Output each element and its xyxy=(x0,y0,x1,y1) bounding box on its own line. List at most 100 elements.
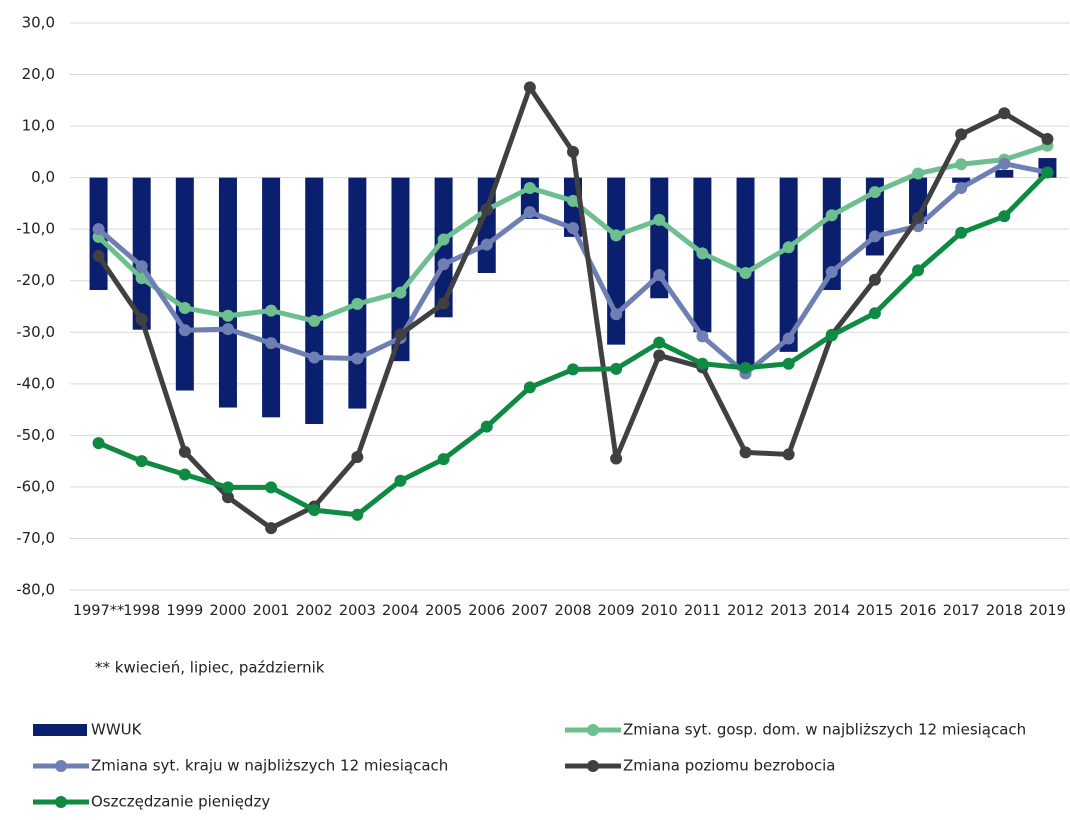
legend-label: WWUK xyxy=(91,721,143,739)
y-tick-label: -60,0 xyxy=(16,477,55,495)
line-point xyxy=(567,363,579,376)
line-point xyxy=(265,522,278,535)
bar xyxy=(175,177,194,391)
line-point xyxy=(782,357,795,370)
line-point xyxy=(955,128,968,141)
bar xyxy=(262,177,281,418)
line-point xyxy=(998,210,1011,223)
line-point xyxy=(782,332,795,345)
bar xyxy=(132,177,151,330)
line-point xyxy=(653,213,666,226)
line-point xyxy=(308,504,321,517)
bar xyxy=(822,177,841,291)
line-point xyxy=(955,226,968,239)
line-point xyxy=(523,381,536,394)
line-point xyxy=(351,451,364,464)
line-point xyxy=(135,313,148,326)
line-point xyxy=(265,481,278,494)
x-tick-label: 2012 xyxy=(727,603,764,619)
line-point xyxy=(437,297,450,310)
line-point xyxy=(523,206,536,219)
y-tick-label: -30,0 xyxy=(16,323,55,341)
bar xyxy=(218,177,237,408)
line-point xyxy=(351,508,364,521)
line-point xyxy=(610,452,623,465)
line-point xyxy=(825,265,838,278)
line-point xyxy=(178,468,191,481)
line-point xyxy=(523,81,536,94)
x-tick-label: 2011 xyxy=(684,603,721,619)
y-tick-label: 30,0 xyxy=(22,14,55,32)
x-tick-label: 2010 xyxy=(641,603,678,619)
bar xyxy=(779,177,798,352)
y-tick-label: -80,0 xyxy=(16,581,55,599)
line-point xyxy=(739,446,752,459)
line-point xyxy=(437,233,450,246)
line-point xyxy=(92,437,105,450)
line-point xyxy=(480,420,493,433)
line-point xyxy=(782,448,795,461)
line-point xyxy=(221,491,234,504)
line-point xyxy=(437,453,450,466)
legend-label: Zmiana syt. kraju w najbliższych 12 mies… xyxy=(91,757,448,775)
line-point xyxy=(178,445,191,458)
line-point xyxy=(739,266,752,279)
line-point xyxy=(739,361,752,374)
x-tick-label: 2009 xyxy=(598,603,635,619)
line-point xyxy=(653,336,666,349)
x-tick-label: 2014 xyxy=(813,603,850,619)
x-tick-label: 2017 xyxy=(943,603,980,619)
line-point xyxy=(92,249,105,262)
line-point xyxy=(394,474,407,487)
line-point xyxy=(1041,132,1054,145)
x-tick-label: 2004 xyxy=(382,603,419,619)
x-tick-label: 1998 xyxy=(123,603,160,619)
line-point xyxy=(610,362,623,375)
line-point xyxy=(567,194,579,207)
bar xyxy=(391,177,410,362)
line-point xyxy=(998,157,1011,170)
x-tick-label: 2002 xyxy=(296,603,333,619)
line-point xyxy=(868,273,881,286)
line-point xyxy=(912,167,925,180)
line-point xyxy=(221,309,234,322)
x-tick-label: 2003 xyxy=(339,603,376,619)
line-point xyxy=(868,307,881,320)
bar xyxy=(650,177,669,299)
legend-label: Zmiana syt. gosp. dom. w najbliższych 12… xyxy=(623,721,1026,739)
line-point xyxy=(868,186,881,199)
y-tick-label: -50,0 xyxy=(16,426,55,444)
bar xyxy=(348,177,367,409)
y-tick-label: -40,0 xyxy=(16,374,55,392)
line-point xyxy=(955,181,968,194)
legend-swatch xyxy=(55,796,67,808)
legend-swatch xyxy=(587,724,599,736)
y-tick-label: -70,0 xyxy=(16,529,55,547)
line-point xyxy=(912,264,925,277)
y-tick-label: -10,0 xyxy=(16,220,55,238)
line-point xyxy=(351,352,364,365)
line-point xyxy=(221,323,234,336)
line-point xyxy=(178,302,191,315)
line-point xyxy=(308,351,321,364)
line-point xyxy=(696,357,709,370)
line-point xyxy=(696,330,709,343)
x-tick-label: 2005 xyxy=(425,603,462,619)
line-point xyxy=(92,223,105,236)
line-point xyxy=(998,107,1011,120)
legend-swatch xyxy=(587,760,599,772)
line-point xyxy=(610,308,623,321)
line-point xyxy=(480,203,493,216)
legend-label: Zmiana poziomu bezrobocia xyxy=(623,757,835,775)
line-point xyxy=(567,145,579,158)
line-point xyxy=(351,297,364,310)
line-point xyxy=(480,238,493,251)
x-tick-label: 2016 xyxy=(900,603,937,619)
line-point xyxy=(221,481,234,494)
line-point xyxy=(523,181,536,194)
x-tick-label: 2001 xyxy=(253,603,290,619)
line-point xyxy=(782,241,795,254)
line-point xyxy=(135,455,148,468)
bar xyxy=(305,177,324,425)
y-tick-label: -20,0 xyxy=(16,271,55,289)
